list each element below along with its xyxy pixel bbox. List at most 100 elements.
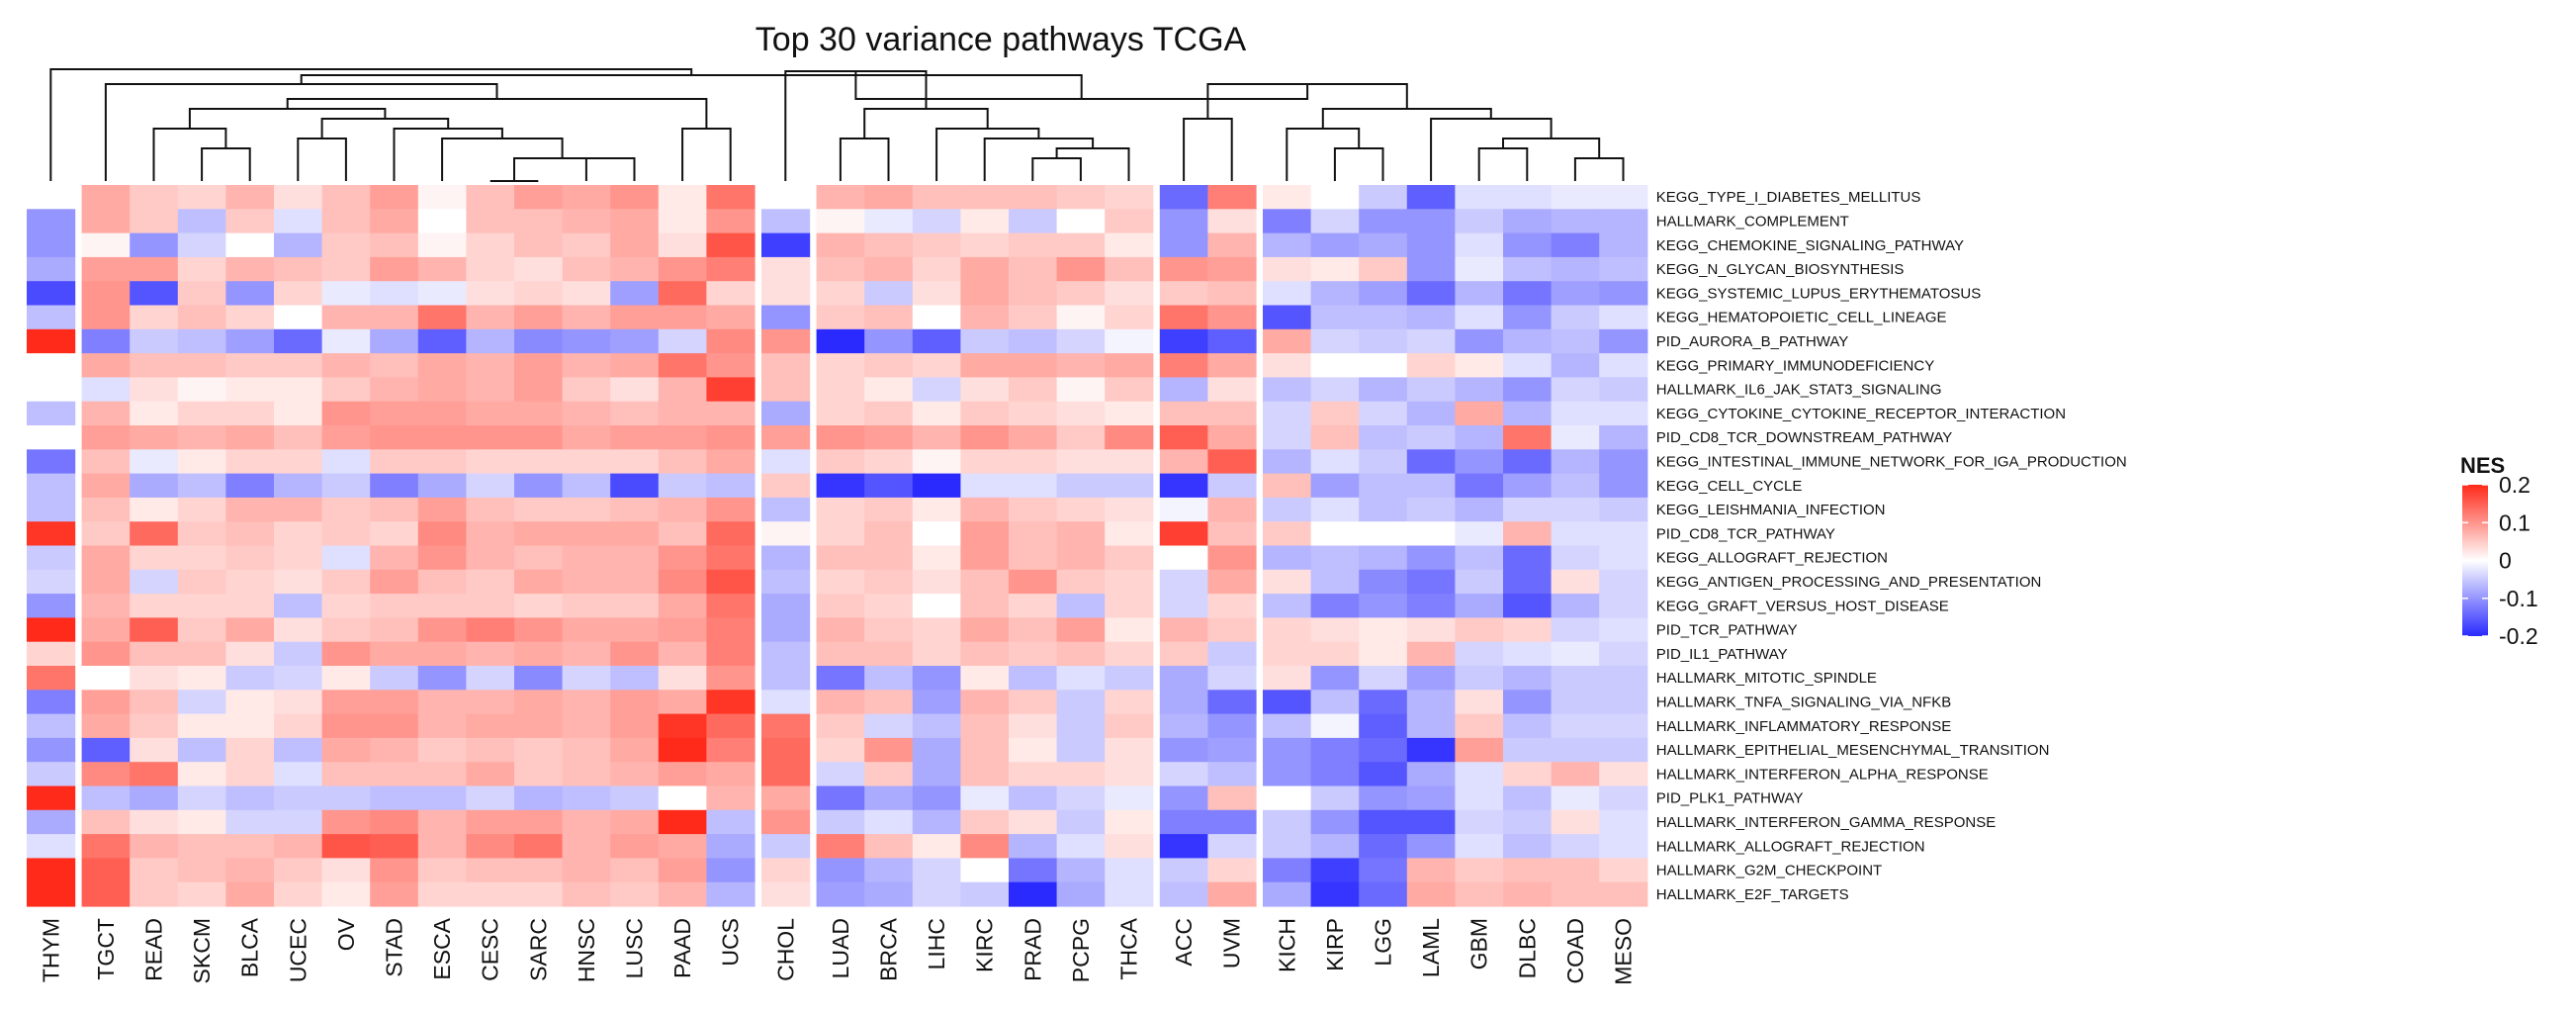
dendrogram-branch bbox=[1286, 128, 1361, 181]
heatmap-cell bbox=[1263, 617, 1312, 643]
heatmap-cell bbox=[370, 858, 419, 883]
heatmap-cell bbox=[130, 209, 179, 234]
heatmap-cell bbox=[816, 834, 865, 859]
heatmap-cell bbox=[706, 377, 755, 403]
heatmap-cell bbox=[761, 209, 811, 234]
heatmap-cell bbox=[177, 328, 226, 354]
heatmap-cell bbox=[706, 666, 755, 691]
heatmap-cell bbox=[321, 809, 371, 835]
heatmap-cell bbox=[960, 858, 1010, 883]
heatmap-cell bbox=[960, 690, 1010, 715]
heatmap-cell bbox=[1207, 425, 1257, 450]
heatmap-cell bbox=[1263, 809, 1312, 835]
heatmap-cell bbox=[274, 713, 323, 739]
dendrogram-branch bbox=[1183, 118, 1233, 181]
heatmap-cell bbox=[658, 545, 707, 571]
heatmap-cell bbox=[1263, 473, 1312, 499]
heatmap-cell bbox=[514, 353, 564, 378]
heatmap-cell bbox=[130, 762, 179, 787]
heatmap-cell bbox=[81, 737, 131, 763]
heatmap-cell bbox=[1263, 713, 1312, 739]
heatmap-cell bbox=[610, 762, 660, 787]
legend-tick-label: 0.2 bbox=[2499, 472, 2531, 498]
row-label: KEGG_CYTOKINE_CYTOKINE_RECEPTOR_INTERACT… bbox=[1656, 406, 2066, 422]
heatmap-cell bbox=[761, 617, 811, 643]
heatmap-cell bbox=[1359, 569, 1408, 595]
heatmap-cell bbox=[274, 473, 323, 499]
heatmap-cell bbox=[1406, 569, 1456, 595]
heatmap-cell bbox=[274, 545, 323, 571]
heatmap-cell bbox=[864, 641, 914, 667]
heatmap-cell bbox=[1310, 305, 1360, 330]
heatmap-cell bbox=[1503, 809, 1553, 835]
heatmap-cell bbox=[706, 569, 755, 595]
heatmap-cell bbox=[562, 305, 611, 330]
heatmap-cell bbox=[816, 690, 865, 715]
heatmap-cell bbox=[912, 185, 961, 210]
heatmap-cell bbox=[1455, 690, 1504, 715]
heatmap-cell bbox=[130, 737, 179, 763]
row-label: HALLMARK_IL6_JAK_STAT3_SIGNALING bbox=[1656, 382, 1942, 399]
heatmap-cell bbox=[816, 545, 865, 571]
legend-tick-label: 0 bbox=[2499, 548, 2512, 574]
heatmap-cell bbox=[274, 690, 323, 715]
heatmap-cell bbox=[761, 185, 811, 210]
heatmap-cell bbox=[1599, 209, 1648, 234]
heatmap-cell bbox=[960, 401, 1010, 426]
heatmap-cell bbox=[514, 834, 564, 859]
row-label: HALLMARK_INFLAMMATORY_RESPONSE bbox=[1656, 718, 1951, 735]
heatmap-cell bbox=[610, 425, 660, 450]
heatmap-cell bbox=[1406, 545, 1456, 571]
heatmap-cell bbox=[514, 281, 564, 307]
heatmap-cell bbox=[1009, 497, 1058, 522]
heatmap-cell bbox=[1599, 473, 1648, 499]
heatmap-cell bbox=[912, 569, 961, 595]
heatmap-cell bbox=[225, 473, 275, 499]
heatmap-cell bbox=[1503, 834, 1553, 859]
heatmap-cell bbox=[761, 232, 811, 258]
heatmap-cell bbox=[1551, 521, 1600, 547]
heatmap-cell bbox=[177, 209, 226, 234]
heatmap-cell bbox=[1551, 762, 1600, 787]
heatmap-cell bbox=[1503, 545, 1553, 571]
heatmap-cell bbox=[1207, 569, 1257, 595]
heatmap-cell bbox=[562, 858, 611, 883]
heatmap-cell bbox=[864, 666, 914, 691]
heatmap-cell bbox=[1009, 666, 1058, 691]
heatmap-cell bbox=[27, 521, 76, 547]
dendrogram-branch bbox=[863, 108, 989, 139]
heatmap-cell bbox=[1207, 594, 1257, 618]
heatmap-cell bbox=[1503, 641, 1553, 667]
heatmap-cell bbox=[274, 858, 323, 883]
heatmap-cell bbox=[1207, 281, 1257, 307]
heatmap-cell bbox=[658, 449, 707, 475]
heatmap-cell bbox=[1503, 256, 1553, 282]
heatmap-cell bbox=[816, 449, 865, 475]
heatmap-cell bbox=[177, 449, 226, 475]
heatmap-cell bbox=[864, 497, 914, 522]
heatmap-cell bbox=[960, 305, 1010, 330]
heatmap-cell bbox=[466, 353, 515, 378]
heatmap-cell bbox=[514, 762, 564, 787]
heatmap-cell bbox=[1503, 737, 1553, 763]
heatmap-cell bbox=[514, 785, 564, 811]
dendrogram-branch bbox=[393, 128, 503, 181]
heatmap-cell bbox=[658, 641, 707, 667]
heatmap-cell bbox=[1359, 881, 1408, 907]
heatmap-cell bbox=[1551, 353, 1600, 378]
heatmap-cell bbox=[1056, 545, 1106, 571]
heatmap-cell bbox=[1159, 762, 1208, 787]
heatmap-cell bbox=[81, 666, 131, 691]
heatmap-cell bbox=[274, 305, 323, 330]
column-label: DLBC bbox=[1514, 918, 1540, 978]
heatmap-cell bbox=[562, 328, 611, 354]
dendrogram-branch bbox=[201, 147, 251, 181]
heatmap-cell bbox=[466, 305, 515, 330]
heatmap-cell bbox=[1105, 762, 1154, 787]
row-label: KEGG_CELL_CYCLE bbox=[1656, 478, 1803, 495]
heatmap-cell bbox=[1455, 737, 1504, 763]
heatmap-cell bbox=[761, 425, 811, 450]
heatmap-cell bbox=[960, 881, 1010, 907]
heatmap-cell bbox=[1359, 809, 1408, 835]
row-label: HALLMARK_G2M_CHECKPOINT bbox=[1656, 863, 1882, 879]
